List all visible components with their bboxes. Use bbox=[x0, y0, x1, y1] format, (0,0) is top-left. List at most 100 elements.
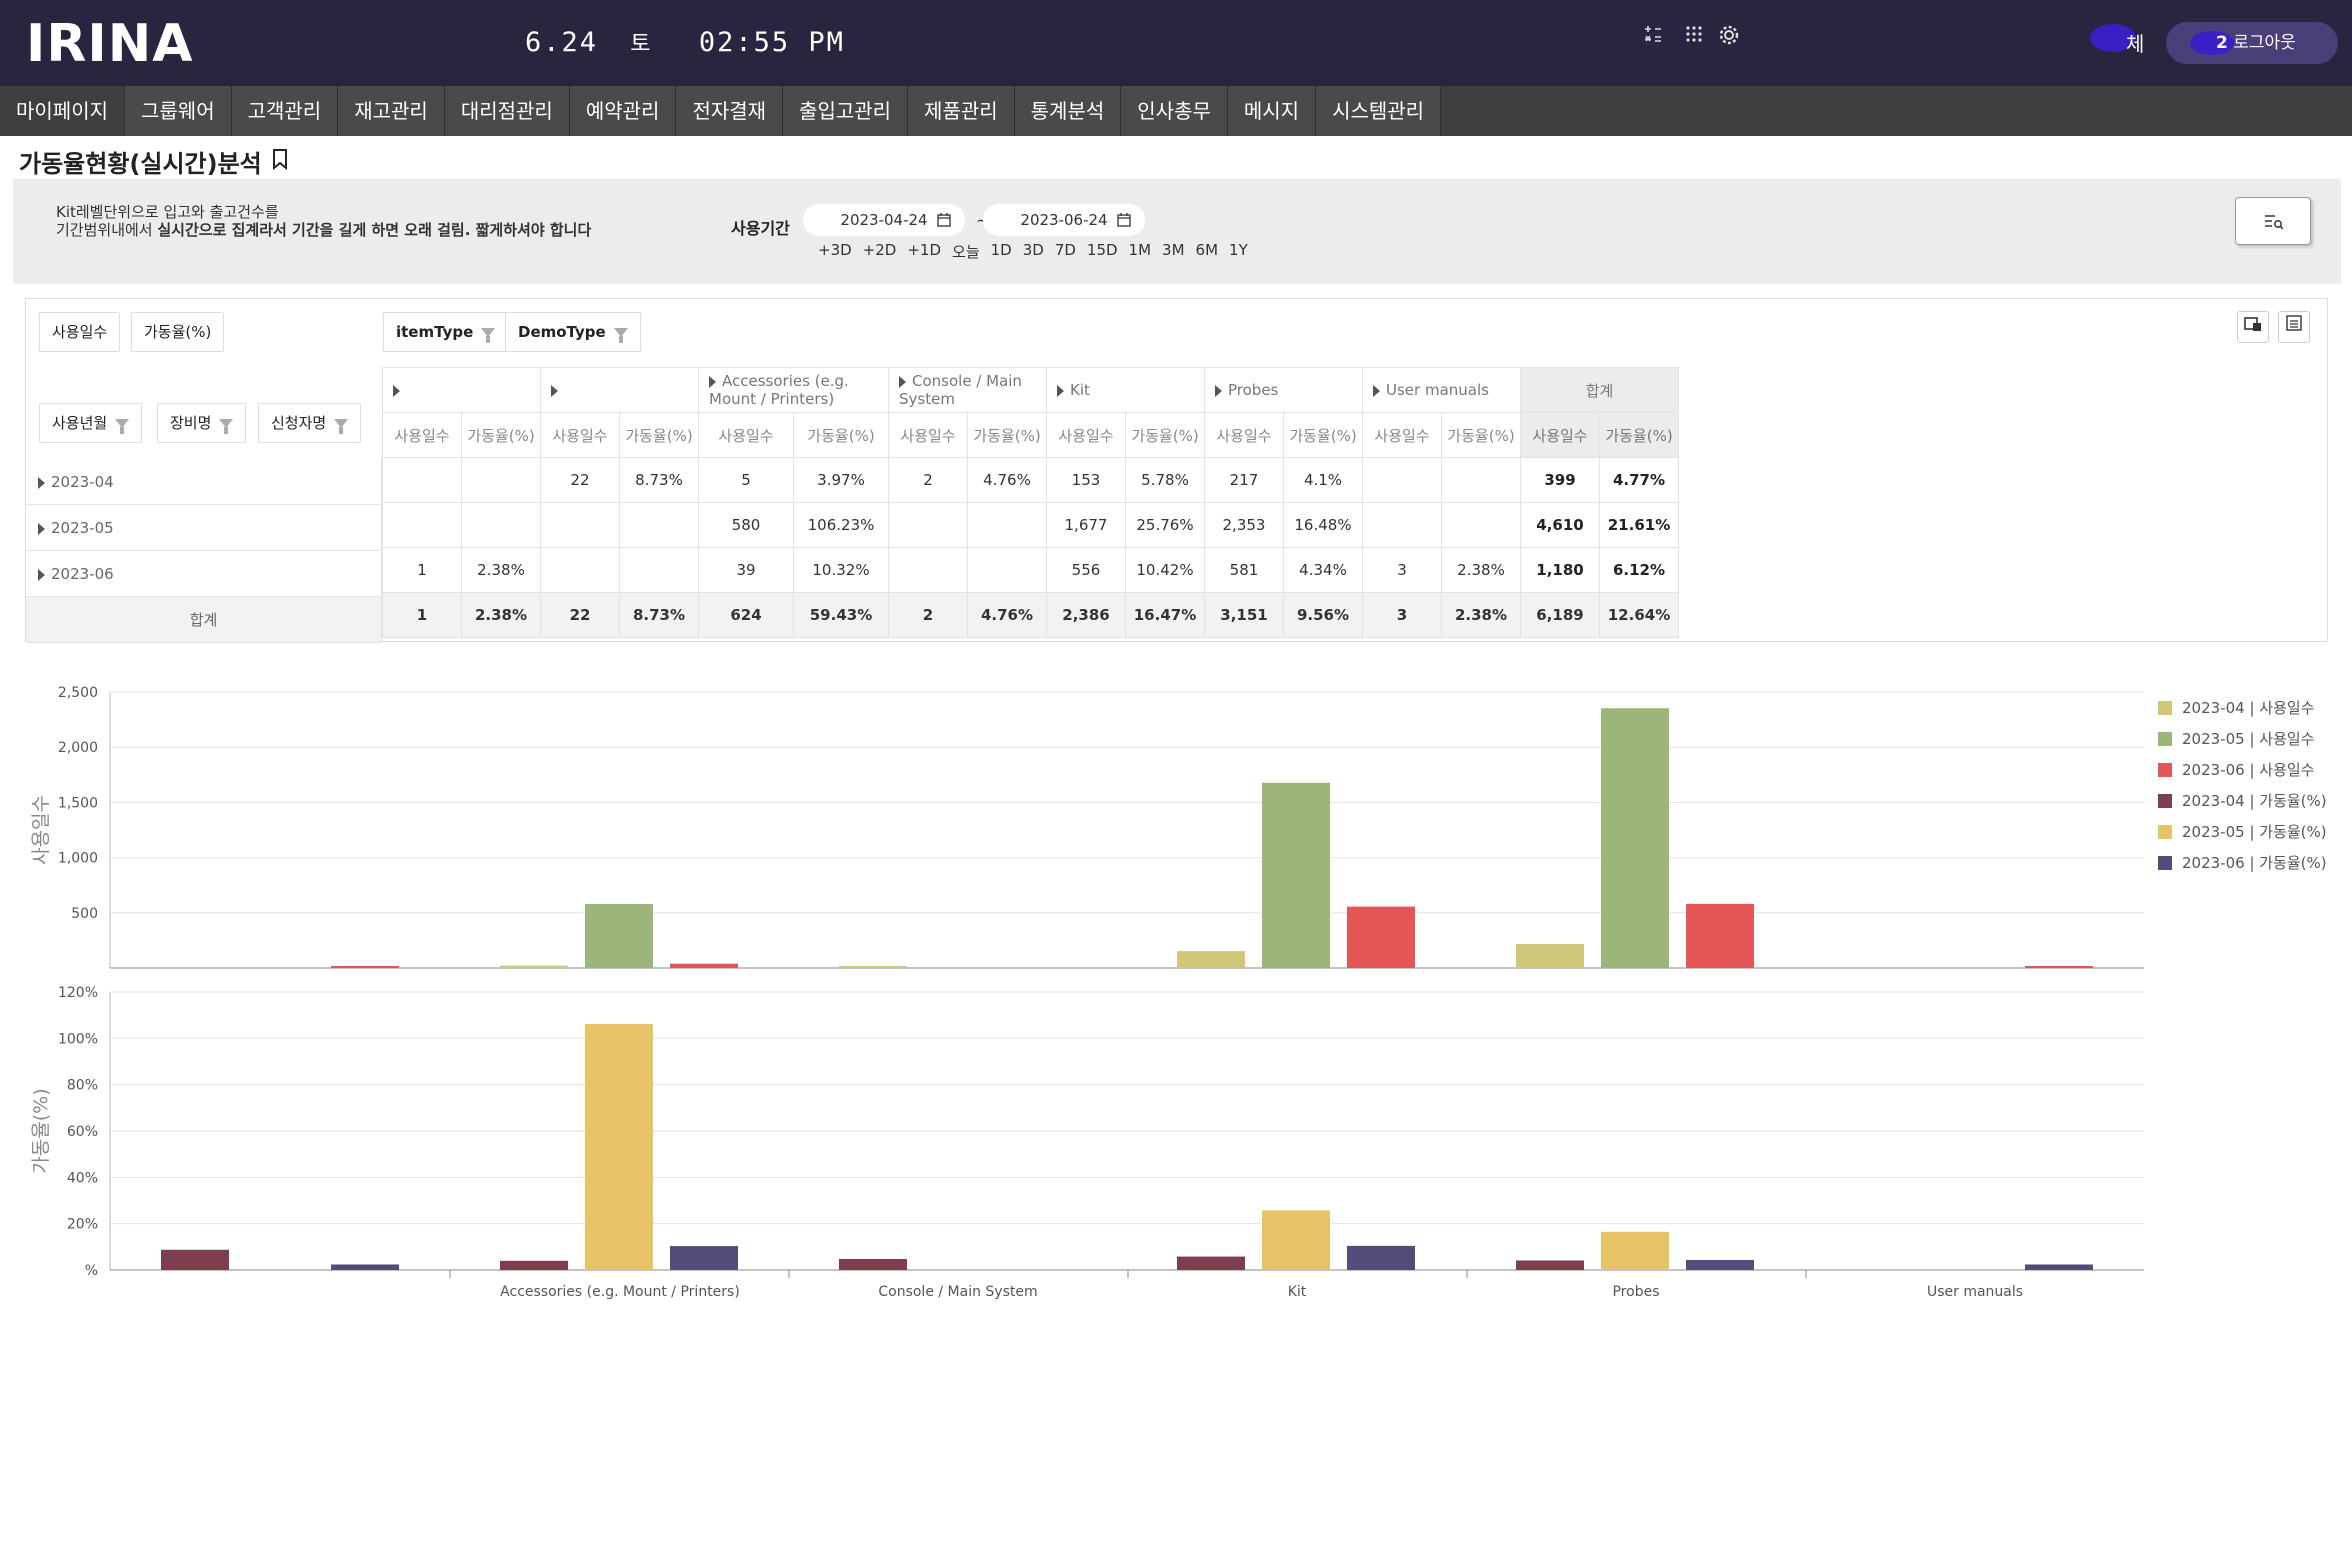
bar[interactable] bbox=[585, 1023, 653, 1270]
table-cell[interactable]: 16.48% bbox=[1283, 502, 1363, 548]
nav-item-approval[interactable]: 전자결재 bbox=[676, 86, 784, 136]
total-cell[interactable]: 8.73% bbox=[619, 592, 699, 638]
bar[interactable] bbox=[1177, 951, 1245, 968]
table-cell[interactable] bbox=[1362, 502, 1442, 548]
table-cell[interactable]: 22 bbox=[540, 457, 620, 503]
expand-arrow-icon[interactable] bbox=[38, 568, 45, 581]
bar[interactable] bbox=[1262, 1210, 1330, 1270]
expand-arrow-icon[interactable] bbox=[709, 375, 716, 388]
table-cell[interactable]: 106.23% bbox=[793, 502, 889, 548]
table-cell[interactable]: 3.97% bbox=[793, 457, 889, 503]
table-cell[interactable]: 2,353 bbox=[1204, 502, 1284, 548]
nav-item-inout[interactable]: 출입고관리 bbox=[783, 86, 909, 136]
column-group-header[interactable]: Accessories (e.g. Mount / Printers) bbox=[698, 367, 889, 413]
user-avatar[interactable] bbox=[2090, 24, 2136, 52]
bar[interactable] bbox=[670, 963, 738, 968]
end-date-input[interactable]: 2023-06-24 bbox=[983, 204, 1145, 236]
total-cell[interactable]: 1 bbox=[382, 592, 462, 638]
table-cell[interactable]: 217 bbox=[1204, 457, 1284, 503]
quick-range-plus-1d[interactable]: +1D bbox=[907, 241, 942, 259]
table-cell[interactable]: 21.61% bbox=[1599, 502, 1679, 548]
quick-range-6m[interactable]: 6M bbox=[1195, 241, 1219, 259]
row-2023-05[interactable]: 2023-05 bbox=[26, 505, 382, 551]
bar[interactable] bbox=[500, 1260, 568, 1270]
bar[interactable] bbox=[500, 966, 568, 968]
table-cell[interactable]: 5 bbox=[698, 457, 794, 503]
table-cell[interactable]: 8.73% bbox=[619, 457, 699, 503]
table-cell[interactable] bbox=[619, 547, 699, 593]
expand-arrow-icon[interactable] bbox=[1215, 384, 1222, 397]
nav-item-agencies[interactable]: 대리점관리 bbox=[444, 86, 570, 136]
quick-range-1m[interactable]: 1M bbox=[1128, 241, 1152, 259]
table-cell[interactable] bbox=[888, 547, 968, 593]
table-cell[interactable]: 2 bbox=[888, 457, 968, 503]
bar[interactable] bbox=[1177, 1256, 1245, 1270]
user-name[interactable]: 체 bbox=[2126, 32, 2145, 56]
nav-item-customers[interactable]: 고객관리 bbox=[231, 86, 339, 136]
row-chip-month[interactable]: 사용년월 bbox=[39, 403, 143, 443]
expand-arrow-icon[interactable] bbox=[38, 522, 45, 535]
quick-range-plus-2d[interactable]: +2D bbox=[862, 241, 897, 259]
bar[interactable] bbox=[2025, 1264, 2093, 1270]
table-cell[interactable]: 3 bbox=[1362, 547, 1442, 593]
quick-range-1y[interactable]: 1Y bbox=[1229, 241, 1248, 259]
bar[interactable] bbox=[585, 903, 653, 968]
row-2023-06[interactable]: 2023-06 bbox=[26, 551, 382, 597]
table-cell[interactable]: 2.38% bbox=[1441, 547, 1521, 593]
bar[interactable] bbox=[670, 1246, 738, 1270]
table-cell[interactable]: 4.34% bbox=[1283, 547, 1363, 593]
table-cell[interactable]: 153 bbox=[1046, 457, 1126, 503]
table-cell[interactable]: 39 bbox=[698, 547, 794, 593]
bar[interactable] bbox=[1262, 782, 1330, 968]
quick-range-7d[interactable]: 7D bbox=[1054, 241, 1076, 259]
expand-arrow-icon[interactable] bbox=[1373, 384, 1380, 397]
table-cell[interactable] bbox=[619, 502, 699, 548]
search-button[interactable] bbox=[2235, 197, 2311, 245]
logout-button[interactable]: 2 로그아웃 bbox=[2166, 22, 2338, 64]
expand-arrow-icon[interactable] bbox=[1057, 384, 1064, 397]
total-cell[interactable]: 3,151 bbox=[1204, 592, 1284, 638]
table-cell[interactable]: 4,610 bbox=[1520, 502, 1600, 548]
nav-item-messages[interactable]: 메시지 bbox=[1227, 86, 1317, 136]
calculator-icon[interactable] bbox=[1642, 24, 1664, 46]
table-cell[interactable] bbox=[1362, 457, 1442, 503]
expand-arrow-icon[interactable] bbox=[551, 384, 558, 397]
quick-range-1d[interactable]: 1D bbox=[990, 241, 1012, 259]
bar[interactable] bbox=[331, 966, 399, 968]
bar[interactable] bbox=[1347, 1245, 1415, 1270]
table-cell[interactable]: 1 bbox=[382, 547, 462, 593]
table-cell[interactable]: 581 bbox=[1204, 547, 1284, 593]
app-logo[interactable]: IRINA bbox=[26, 14, 194, 74]
table-cell[interactable] bbox=[1441, 457, 1521, 503]
excel-export-button[interactable] bbox=[2278, 311, 2310, 343]
table-cell[interactable]: 5.78% bbox=[1125, 457, 1205, 503]
table-cell[interactable] bbox=[967, 547, 1047, 593]
value-chip-usage-days[interactable]: 사용일수 bbox=[39, 312, 121, 352]
table-cell[interactable]: 580 bbox=[698, 502, 794, 548]
filter-funnel-icon[interactable] bbox=[219, 419, 234, 434]
row-chip-applicant[interactable]: 신청자명 bbox=[258, 403, 362, 443]
legend-item[interactable]: 2023-04 | 가동율(%) bbox=[2158, 785, 2327, 816]
column-group-header[interactable]: Probes bbox=[1204, 367, 1363, 413]
table-cell[interactable]: 4.1% bbox=[1283, 457, 1363, 503]
table-cell[interactable]: 6.12% bbox=[1599, 547, 1679, 593]
row-2023-04[interactable]: 2023-04 bbox=[26, 459, 382, 505]
table-cell[interactable]: 4.76% bbox=[967, 457, 1047, 503]
legend-item[interactable]: 2023-05 | 가동율(%) bbox=[2158, 816, 2327, 847]
total-cell[interactable]: 2.38% bbox=[1441, 592, 1521, 638]
total-cell[interactable]: 2,386 bbox=[1046, 592, 1126, 638]
nav-item-system[interactable]: 시스템관리 bbox=[1316, 86, 1442, 136]
column-group-header[interactable] bbox=[382, 367, 541, 413]
total-cell[interactable]: 2.38% bbox=[461, 592, 541, 638]
value-chip-utilization[interactable]: 가동율(%) bbox=[131, 312, 225, 352]
filter-funnel-icon[interactable] bbox=[481, 328, 496, 343]
quick-range-3d[interactable]: 3D bbox=[1022, 241, 1044, 259]
table-cell[interactable]: 1,180 bbox=[1520, 547, 1600, 593]
nav-item-reservations[interactable]: 예약관리 bbox=[569, 86, 677, 136]
gear-icon[interactable] bbox=[1718, 24, 1740, 46]
nav-item-mypage[interactable]: 마이페이지 bbox=[0, 86, 125, 136]
total-cell[interactable]: 6,189 bbox=[1520, 592, 1600, 638]
table-cell[interactable]: 10.42% bbox=[1125, 547, 1205, 593]
bar[interactable] bbox=[2025, 966, 2093, 968]
apps-grid-icon[interactable] bbox=[1683, 24, 1705, 46]
